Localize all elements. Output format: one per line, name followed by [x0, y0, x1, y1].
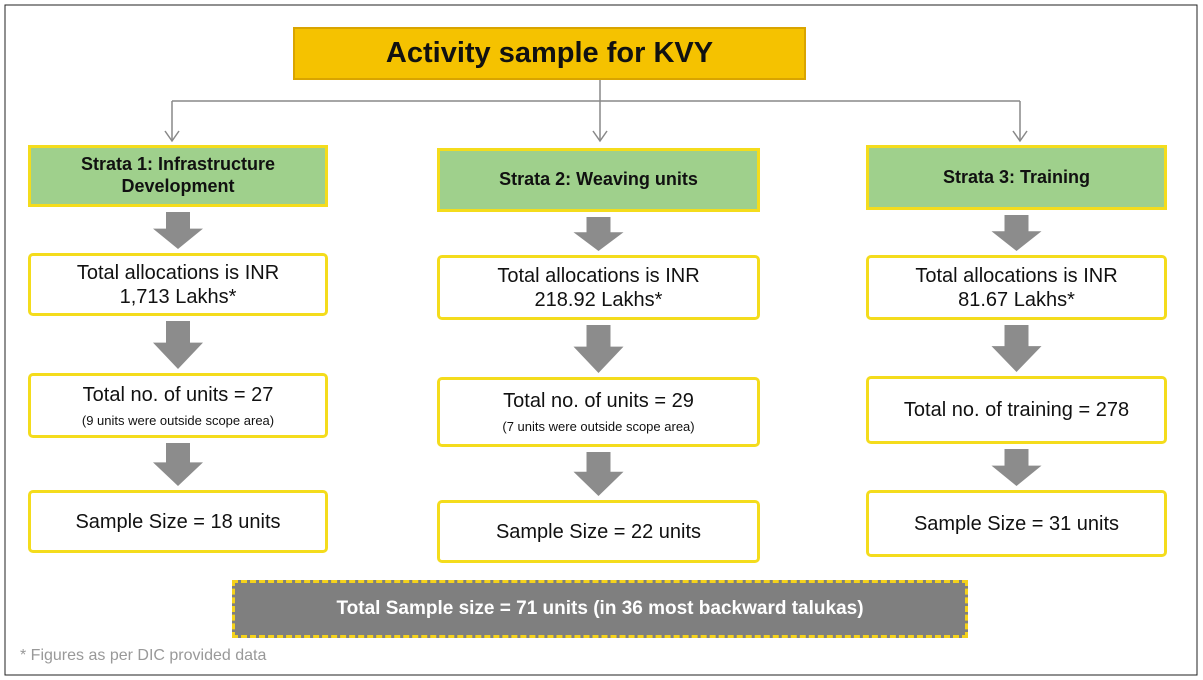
text-line: Strata 3: Training	[942, 166, 1091, 187]
units-box: Total no. of units = 29 (7 units were out…	[437, 377, 760, 447]
strata-header: Strata 2: Weaving units	[437, 148, 760, 212]
units-box: Total no. of units = 27 (9 units were out…	[28, 373, 328, 438]
text-line: Strata 1: Infrastructure	[80, 154, 276, 175]
frame	[4, 4, 1198, 676]
text-line: (9 units were outside scope area)	[81, 412, 275, 428]
flow-arrow	[991, 215, 1042, 251]
text-line: Development	[121, 176, 235, 196]
flow-arrow	[991, 325, 1042, 372]
text-line: 1,713 Lakhs*	[119, 285, 237, 308]
text-line: 218.92 Lakhs*	[534, 288, 663, 311]
text-line: Total allocations is INR	[915, 264, 1118, 287]
text-line: Total allocations is INR	[497, 264, 700, 287]
text-line: Strata 2: Weaving units	[499, 169, 698, 190]
flow-arrow	[573, 217, 624, 251]
flow-arrow	[573, 452, 624, 496]
text-line: Total no. of units = 29	[503, 390, 694, 413]
flow-arrow	[153, 321, 203, 369]
text-line: Sample Size = 31 units	[913, 512, 1120, 535]
footnote: * Figures as per DIC provided data	[20, 647, 267, 664]
strata-header: Strata 1: Infrastructure Development	[28, 145, 328, 207]
flow-arrow	[153, 443, 203, 486]
sample-box: Sample Size = 22 units	[437, 500, 760, 563]
text-line: (7 units were outside scope area)	[502, 419, 695, 435]
text-line: Sample Size = 22 units	[495, 520, 702, 543]
flow-arrow	[153, 212, 203, 249]
units-box: Total no. of training = 278	[866, 376, 1167, 444]
flow-arrow	[573, 325, 624, 373]
allocation-box: Total allocations is INR 1,713 Lakhs*	[28, 253, 328, 316]
text-line: Total no. of units = 27	[82, 383, 274, 406]
strata-header: Strata 3: Training	[866, 145, 1167, 210]
text-line: Total no. of training = 278	[903, 399, 1130, 421]
tree-lines	[164, 80, 1028, 143]
allocation-box: Total allocations is INR 81.67 Lakhs*	[866, 255, 1167, 320]
allocation-box: Total allocations is INR 218.92 Lakhs*	[437, 255, 760, 320]
sample-box: Sample Size = 18 units	[28, 490, 328, 553]
text-line: 81.67 Lakhs*	[958, 288, 1075, 311]
total-box: Total Sample size = 71 units (in 36 most…	[232, 580, 968, 638]
text-line: Total allocations is INR	[76, 261, 280, 284]
flow-arrow	[991, 449, 1042, 486]
sample-box: Sample Size = 31 units	[866, 490, 1167, 557]
title: Activity sample for KVY	[293, 27, 806, 80]
text-line: Sample Size = 18 units	[75, 510, 281, 533]
